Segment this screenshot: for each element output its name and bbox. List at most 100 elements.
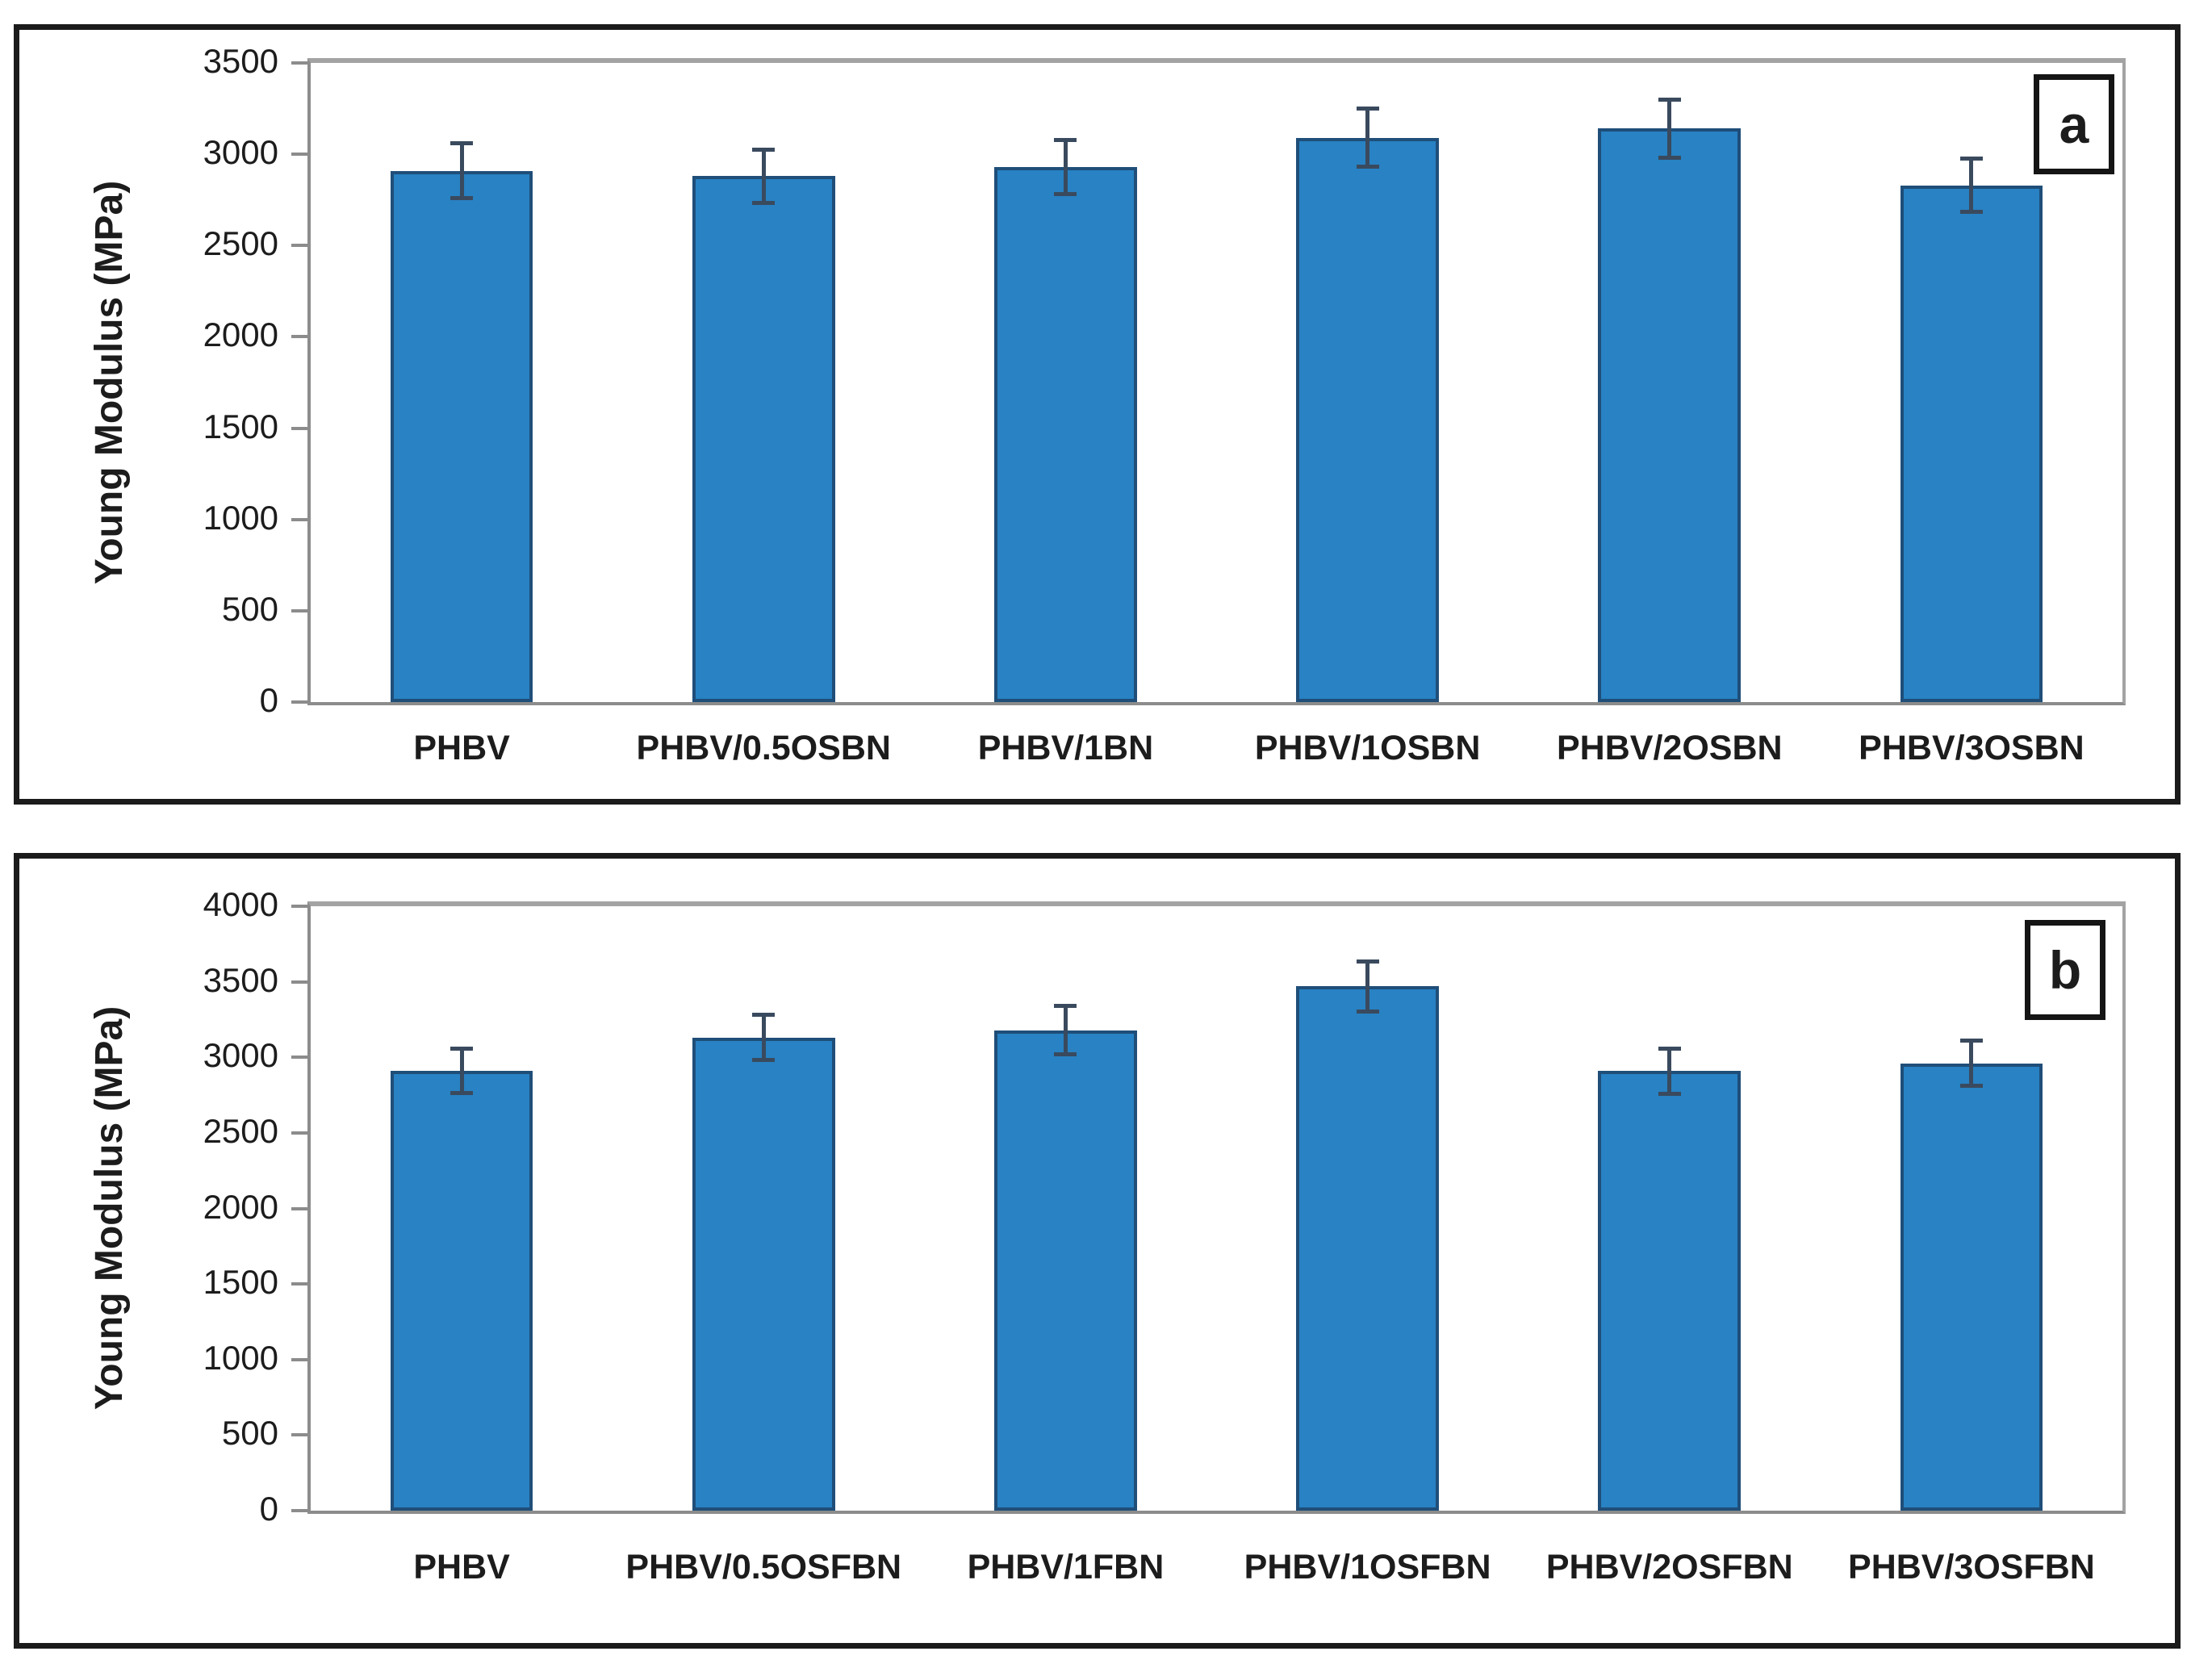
x-category-label: PHBV/1OSBN <box>1254 729 1481 767</box>
y-axis-tick-label: 3500 <box>203 960 278 999</box>
y-axis-tick-mark <box>291 1206 307 1210</box>
error-bar-cap <box>450 1047 474 1051</box>
y-axis-tick-label: 1000 <box>203 498 278 537</box>
x-category-label: PHBV/3OSFBN <box>1848 1548 2095 1586</box>
y-axis-tick-mark <box>291 700 307 704</box>
error-bar-cap <box>1959 157 1983 161</box>
bar <box>1296 986 1439 1511</box>
y-axis-tick-label: 1500 <box>203 407 278 445</box>
x-category-label: PHBV/0.5OSFBN <box>625 1548 902 1586</box>
error-bar-cap <box>1959 209 1983 214</box>
error-bar-line <box>1063 1005 1068 1055</box>
error-bar-line <box>1969 1040 1974 1086</box>
y-axis-tick-mark <box>291 335 307 339</box>
bar <box>692 176 835 702</box>
panel-a-x-axis-labels: PHBV PHBV/0.5OSBN PHBV/1BN PHBV/1OSBN PHBV/2… <box>311 729 2122 768</box>
y-axis-tick-mark <box>291 905 307 908</box>
x-category-label: PHBV <box>413 729 510 767</box>
error-bar-cap <box>752 200 776 205</box>
panel-b-label-box: b <box>2025 920 2105 1020</box>
panel-a-y-axis-title: Young Modulus (MPa) <box>88 180 131 585</box>
y-axis-tick-mark <box>291 1357 307 1361</box>
panel-a-label: a <box>2059 94 2089 154</box>
bar <box>1900 185 2043 702</box>
error-bar-cap <box>1356 1009 1379 1014</box>
x-category-label: PHBV/1FBN <box>967 1548 1165 1586</box>
y-axis-tick-mark <box>291 153 307 157</box>
error-bar-cap <box>1959 1084 1983 1089</box>
y-axis-tick-label: 2500 <box>203 1111 278 1150</box>
error-bar-line <box>761 149 766 203</box>
y-axis-tick-mark <box>291 1433 307 1437</box>
x-category-label: PHBV/2OSBN <box>1556 729 1783 767</box>
error-bar-cap <box>1054 1004 1077 1009</box>
panel-b-y-axis-title: Young Modulus (MPa) <box>88 1005 131 1411</box>
error-bar-line <box>1667 99 1672 158</box>
error-bar-line <box>459 143 464 199</box>
bar <box>1900 1063 2043 1511</box>
error-bar-cap <box>450 1090 474 1095</box>
panel-b-label: b <box>2048 940 2082 1000</box>
error-bar-cap <box>752 1013 776 1018</box>
x-category-label: PHBV/2OSFBN <box>1545 1548 1793 1586</box>
y-axis-tick-mark <box>291 1131 307 1135</box>
error-bar-cap <box>450 141 474 146</box>
error-bar-cap <box>1658 156 1681 161</box>
error-bar-cap <box>1356 107 1379 111</box>
bar <box>994 166 1137 702</box>
error-bar-cap <box>1356 165 1379 169</box>
x-category-label: PHBV/1OSFBN <box>1244 1548 1491 1586</box>
error-bar-line <box>1063 140 1068 194</box>
y-axis-tick-label: 2000 <box>203 316 278 354</box>
bar <box>390 170 533 702</box>
bar <box>994 1030 1137 1511</box>
error-bar-cap <box>1356 959 1379 964</box>
y-axis-tick-mark <box>291 517 307 521</box>
error-bar-cap <box>1054 1052 1077 1056</box>
panel-b-plot-area: 4000 3500 3000 2500 2000 1500 1000 500 0 <box>203 885 2126 1528</box>
panel-b-x-axis-labels: PHBV PHBV/0.5OSFBN PHBV/1FBN PHBV/1OSFBN PHB… <box>311 1548 2122 1587</box>
bar <box>390 1071 533 1511</box>
y-axis-tick-mark <box>291 244 307 248</box>
bar <box>692 1037 835 1511</box>
error-bar-cap <box>1054 137 1077 142</box>
x-category-label: PHBV/1BN <box>977 729 1154 767</box>
y-axis-tick-label: 1000 <box>203 1338 278 1377</box>
bar <box>1598 1071 1742 1511</box>
error-bar-line <box>1667 1048 1672 1094</box>
error-bar-cap <box>450 195 474 200</box>
error-bar-line <box>1365 961 1370 1012</box>
x-category-label: PHBV/3OSBN <box>1859 729 2084 767</box>
y-axis-tick-label: 500 <box>221 1414 278 1453</box>
y-axis-tick-mark <box>291 608 307 612</box>
y-axis-tick-label: 2500 <box>203 224 278 263</box>
bar <box>1296 137 1439 702</box>
error-bar-line <box>761 1014 766 1060</box>
y-axis-tick-label: 0 <box>259 681 278 719</box>
y-axis-tick-label: 500 <box>221 589 278 628</box>
error-bar-cap <box>1658 1091 1681 1096</box>
error-bar-line <box>459 1048 464 1093</box>
y-axis-tick-label: 0 <box>259 1490 278 1528</box>
y-axis-tick-mark <box>291 426 307 430</box>
error-bar-cap <box>1658 97 1681 102</box>
error-bar-cap <box>1959 1039 1983 1043</box>
error-bar-cap <box>1658 1046 1681 1051</box>
y-axis-tick-label: 4000 <box>203 885 278 923</box>
y-axis-tick-label: 3500 <box>203 42 278 80</box>
error-bar-cap <box>752 1058 776 1063</box>
bar <box>1598 128 1742 702</box>
y-axis-tick-mark <box>291 1056 307 1060</box>
y-axis-tick-label: 1500 <box>203 1263 278 1302</box>
x-category-label: PHBV <box>413 1548 510 1586</box>
error-bar-line <box>1969 158 1974 212</box>
y-axis-tick-label: 3000 <box>203 133 278 172</box>
error-bar-cap <box>1054 192 1077 197</box>
error-bar-cap <box>752 147 776 152</box>
y-axis-tick-label: 3000 <box>203 1036 278 1075</box>
error-bar-line <box>1365 108 1370 167</box>
y-axis-tick-mark <box>291 61 307 65</box>
y-axis-tick-label: 2000 <box>203 1187 278 1226</box>
y-axis-tick-mark <box>291 1509 307 1512</box>
